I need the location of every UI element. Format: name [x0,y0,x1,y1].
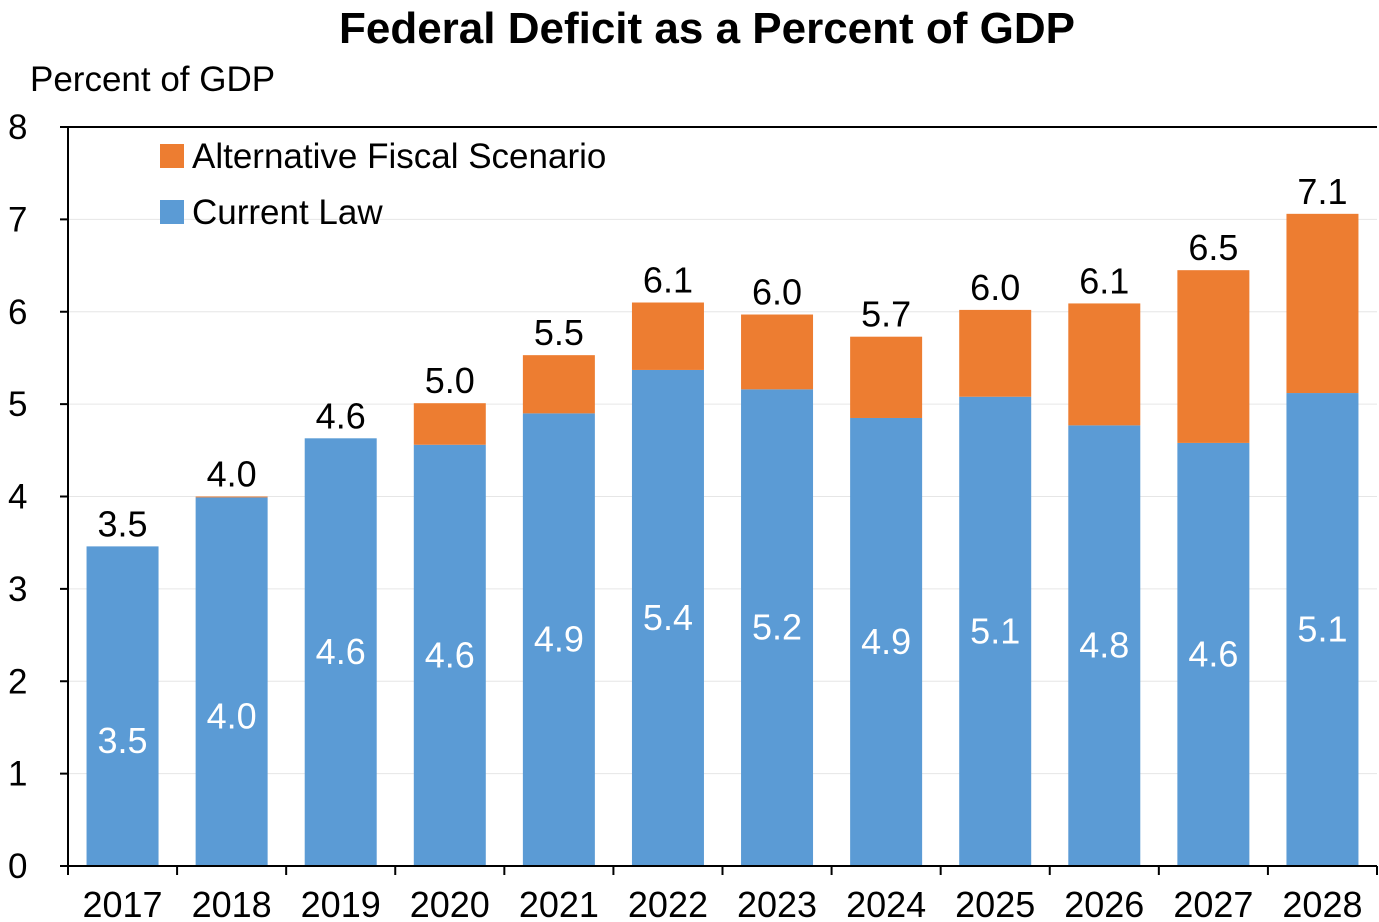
data-label-total: 6.1 [1079,260,1129,301]
data-label-total: 4.0 [207,454,257,495]
x-tick-label: 2025 [955,884,1035,922]
bar-current-law [413,444,486,866]
bar-current-law [631,369,704,866]
data-label-current-law: 5.1 [1297,609,1347,650]
legend-item-alternative-scenario: Alternative Fiscal Scenario [192,137,606,176]
data-label-current-law: 4.6 [316,631,366,672]
data-label-total: 5.7 [861,294,911,335]
y-tick-label: 3 [8,570,27,609]
bar-current-law [1286,393,1359,866]
data-labels: 3.5 3.5 4.0 4.0 4.6 4.6 4.6 5.0 4.9 5.5 5.4 6.1 5.2 6… [98,171,1348,761]
bars [86,213,1359,866]
x-tick-label: 2027 [1173,884,1253,922]
data-label-total: 6.1 [643,260,693,301]
y-tick-label: 4 [8,478,27,517]
data-label-current-law: 5.2 [752,607,802,648]
x-tick-label: 2019 [301,884,381,922]
data-label-total: 5.0 [425,360,475,401]
bar-current-law [850,417,923,866]
bar-current-law [522,413,595,866]
gridlines [68,218,1377,775]
bar-current-law [86,546,159,866]
y-tick-label: 1 [8,755,27,794]
x-tick-label: 2028 [1282,884,1362,922]
bar-alternative-scenario [522,355,595,414]
bar-alternative-scenario [631,302,704,370]
bar-alternative-scenario [850,336,923,418]
bar-alternative-scenario [741,314,814,390]
x-tick-label: 2018 [192,884,272,922]
x-tick-label: 2017 [82,884,162,922]
data-label-current-law: 4.8 [1079,625,1129,666]
bar-current-law [195,497,268,866]
x-tick-label: 2026 [1064,884,1144,922]
bar-current-law [741,389,814,866]
data-label-current-law: 3.5 [98,720,148,761]
x-tick-label: 2022 [628,884,708,922]
legend-swatch [160,144,184,168]
data-label-current-law: 4.6 [1188,633,1238,674]
x-tick-label: 2021 [519,884,599,922]
data-label-total: 6.5 [1188,227,1238,268]
bar-current-law [304,438,377,866]
data-label-current-law: 5.4 [643,597,693,638]
data-label-current-law: 4.0 [207,696,257,737]
data-label-total: 6.0 [970,267,1020,308]
data-label-current-law: 5.1 [970,610,1020,651]
y-tick-label: 2 [8,662,27,701]
y-tick-label: 5 [8,385,27,424]
bar-alternative-scenario [1177,270,1250,443]
legend: Alternative Fiscal Scenario Current Law [160,137,606,232]
bar-current-law [959,396,1032,866]
y-tick-label: 6 [8,293,27,332]
data-label-total: 7.1 [1297,171,1347,212]
bar-current-law [1068,425,1141,866]
bar-alternative-scenario [413,403,486,445]
data-label-total: 3.5 [98,503,148,544]
legend-swatch [160,200,184,224]
axes: 0 1 2 3 4 5 6 7 8 2017 2018 2019 2020 2021 2022 2023 202… [8,108,1378,922]
legend-item-current-law: Current Law [192,193,383,232]
data-label-current-law: 4.9 [534,619,584,660]
y-axis-label: Percent of GDP [30,60,276,99]
bar-current-law [1177,442,1250,866]
y-tick-label: 0 [8,847,27,886]
data-label-total: 5.5 [534,312,584,353]
bar-alternative-scenario [195,496,268,498]
data-label-current-law: 4.6 [425,634,475,675]
bar-alternative-scenario [1286,213,1359,394]
bar-alternative-scenario [1068,303,1141,426]
x-tick-label: 2023 [737,884,817,922]
data-label-total: 6.0 [752,272,802,313]
x-tick-label: 2024 [846,884,926,922]
data-label-total: 4.6 [316,395,366,436]
chart-title: Federal Deficit as a Percent of GDP [338,4,1076,53]
y-tick-label: 7 [8,200,27,239]
x-tick-label: 2020 [410,884,490,922]
y-tick-label: 8 [8,108,27,147]
data-label-current-law: 4.9 [861,621,911,662]
bar-alternative-scenario [959,309,1032,397]
